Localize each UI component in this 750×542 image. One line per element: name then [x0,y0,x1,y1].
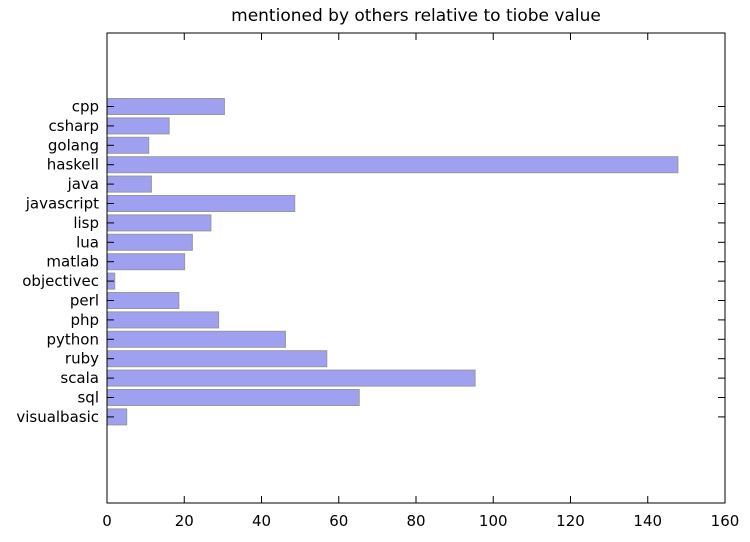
category-label-matlab: matlab [46,253,99,271]
category-label-ruby: ruby [65,350,99,368]
category-label-csharp: csharp [49,117,99,135]
category-label-haskell: haskell [47,156,99,174]
x-tick-label: 100 [479,512,508,530]
bar-lua [106,233,193,251]
category-label-perl: perl [70,292,99,310]
category-label-javascript: javascript [25,195,99,213]
bar-javascript [106,195,296,212]
category-label-lisp: lisp [73,214,99,232]
x-tick-label: 80 [406,512,425,530]
bar-python [106,330,286,348]
x-tick-label: 40 [252,512,271,530]
category-label-cpp: cpp [72,98,99,116]
bar-scala [106,369,476,387]
category-label-visualbasic: visualbasic [16,408,99,426]
category-label-objectivec: objectivec [22,272,99,290]
x-tick-label: 120 [556,512,585,530]
category-label-scala: scala [60,369,99,387]
x-tick-label: 20 [175,512,194,530]
bar-perl [106,292,180,309]
bar-lisp [106,214,212,232]
category-label-python: python [47,330,99,348]
bar-sql [106,389,360,406]
x-tick-label: 60 [329,512,348,530]
bar-ruby [106,350,328,368]
category-label-java: java [67,175,99,193]
chart-title: mentioned by others relative to tiobe va… [231,6,601,26]
x-tick-label: 0 [102,512,112,530]
x-tick-label: 140 [633,512,662,530]
bar-matlab [106,253,186,271]
x-tick-label: 160 [711,512,740,530]
bar-cpp [106,98,225,115]
bar-haskell [106,156,679,174]
category-label-golang: golang [48,136,99,154]
bar-php [106,311,220,329]
category-label-lua: lua [76,233,99,251]
bar-csharp [106,117,170,135]
category-label-sql: sql [77,389,99,407]
category-label-php: php [70,311,99,329]
